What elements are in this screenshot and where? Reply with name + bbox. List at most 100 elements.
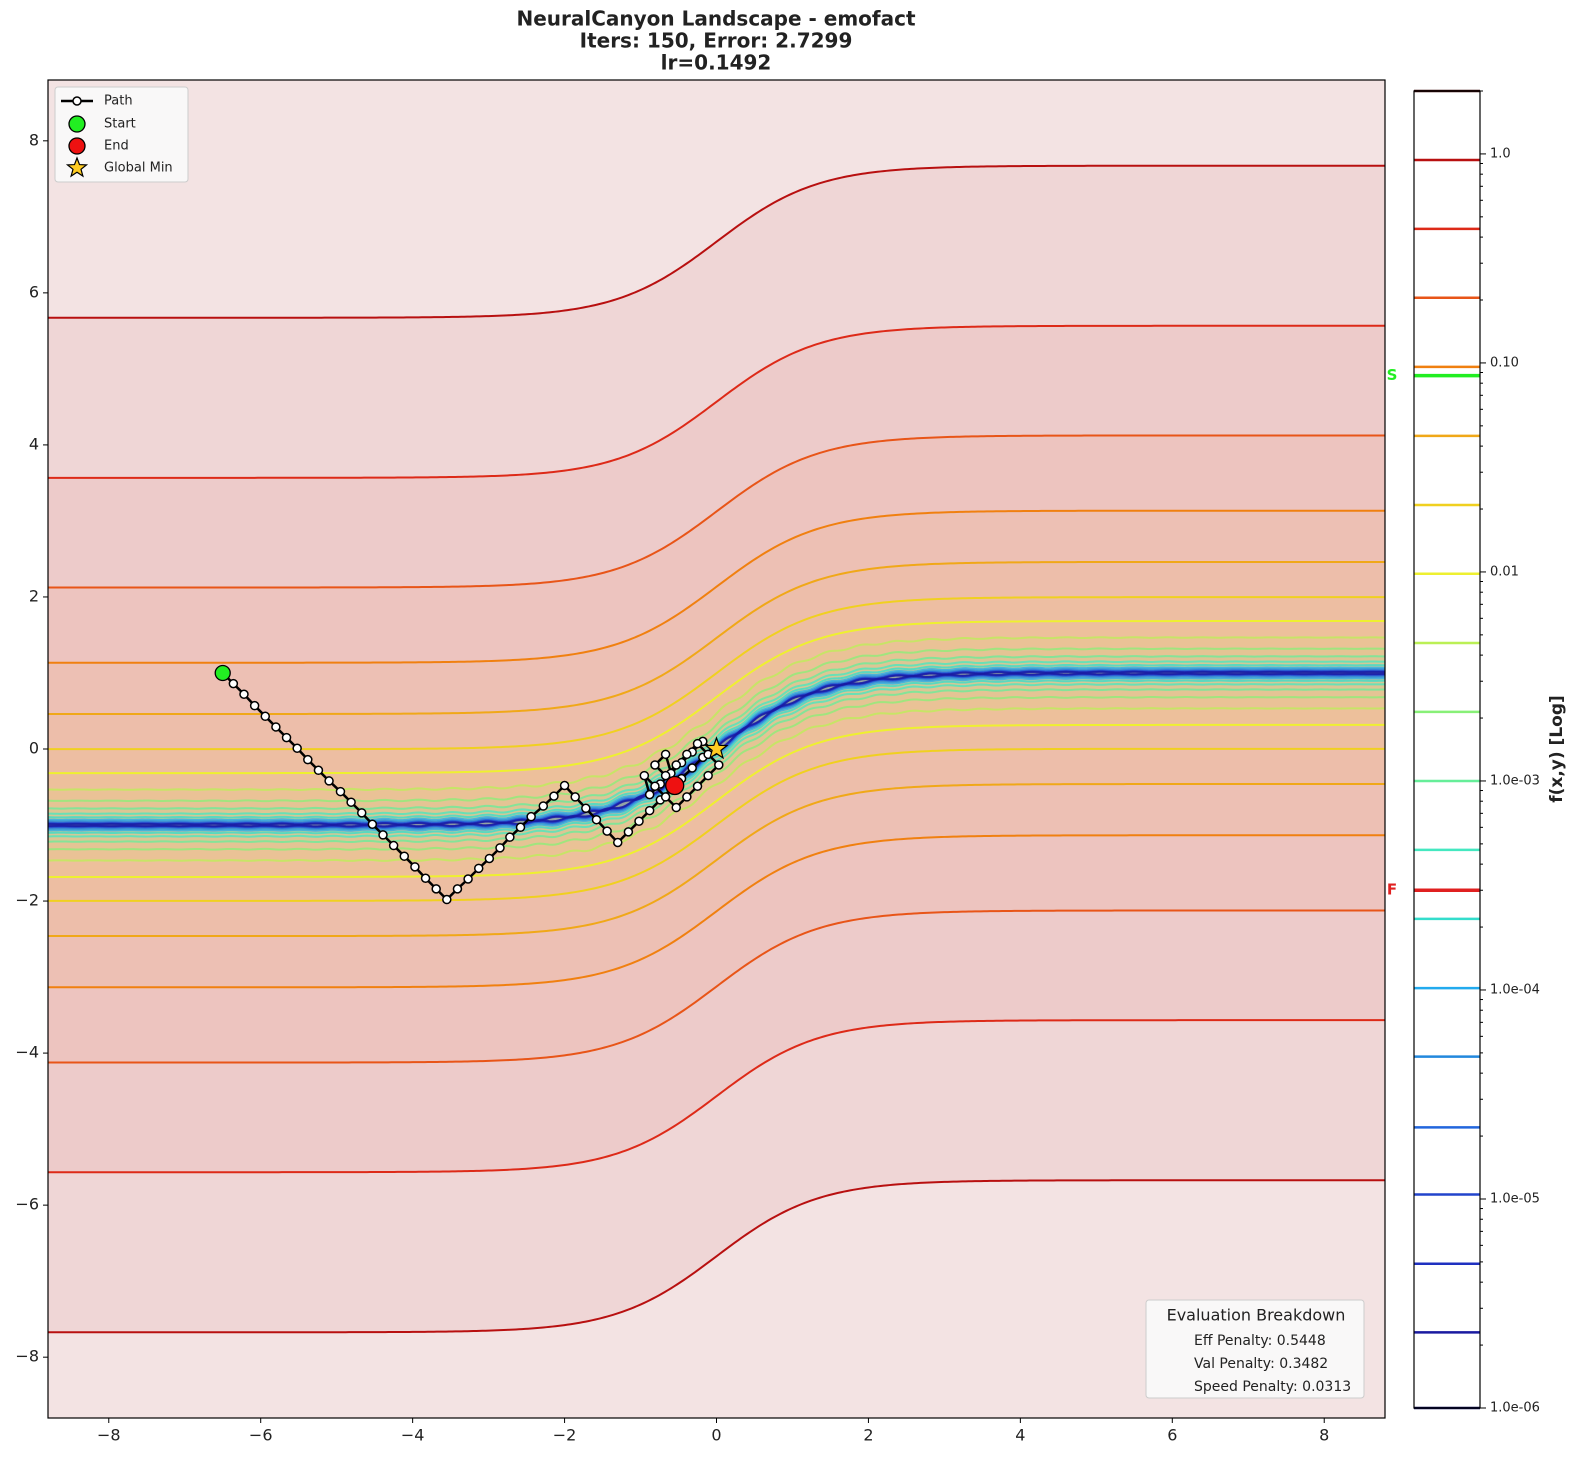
legend-label: End: [104, 139, 129, 154]
path-point: [602, 826, 612, 836]
contour-line: [48, 1019, 1385, 1174]
path-point: [515, 822, 526, 833]
legend-box: [54, 86, 189, 183]
colorbar-label: f(x,y) [Log]: [1547, 695, 1567, 803]
path-point: [292, 743, 302, 753]
start-point: [214, 664, 231, 682]
path-point: [313, 765, 324, 776]
contour-line: [48, 834, 1385, 989]
colorbar-marker-label: F: [1387, 881, 1397, 899]
path-point: [682, 792, 692, 802]
path-point: [660, 770, 671, 781]
path-group: [214, 664, 729, 905]
path-point: [228, 678, 239, 689]
breakdown-item: Val Penalty: 0.3482: [1194, 1356, 1328, 1372]
contour-line: [48, 560, 1385, 715]
x-tick-label: 6: [1167, 1426, 1177, 1445]
contour-line: [48, 647, 1385, 803]
breakdown-item: Eff Penalty: 0.5448: [1194, 1333, 1326, 1349]
path-point: [420, 873, 431, 883]
path-point: [687, 763, 697, 773]
contour-line: [48, 679, 1385, 835]
colorbar-frame: [1413, 90, 1481, 1409]
y-tick-label: 8: [29, 130, 39, 149]
legend-label: Start: [104, 117, 136, 132]
contour-line: [48, 909, 1385, 1064]
x-tick-label: −8: [97, 1426, 121, 1445]
contour-line: [48, 747, 1385, 902]
x-tick-label: 8: [1319, 1426, 1329, 1445]
contour-line: [48, 1179, 1385, 1334]
path-point: [505, 832, 515, 842]
legend: Path Start End Global Min: [54, 86, 189, 183]
path-point: [650, 781, 660, 792]
x-tick-label: 0: [711, 1426, 721, 1445]
breakdown-item: Speed Penalty: 0.0313: [1194, 1379, 1351, 1395]
path-point: [260, 711, 271, 722]
legend-start-marker: [68, 115, 86, 133]
x-tick-label: 2: [863, 1426, 873, 1445]
path-point: [388, 840, 399, 851]
path-point: [660, 749, 671, 760]
path-point: [682, 749, 692, 760]
y-tick-label: −4: [15, 1043, 39, 1062]
path-point: [473, 863, 484, 874]
path-point: [367, 819, 378, 830]
colorbar-tick-label: 1.0e-05: [1490, 1191, 1540, 1206]
path-point: [271, 722, 281, 732]
path-point: [378, 830, 388, 840]
path-point: [671, 760, 681, 770]
contour-line: [48, 783, 1385, 938]
y-tick-label: −6: [15, 1195, 39, 1214]
path-point: [281, 732, 292, 743]
contour-line: [48, 695, 1385, 851]
colorbar: S F 1.0 0.10 0.01 1.0e-03 1.0e-04 1.0e-05 1.0e-0…: [1387, 89, 1540, 1416]
path-point: [692, 781, 703, 792]
path-point: [671, 802, 681, 813]
path-point: [559, 780, 570, 791]
path-point: [660, 792, 671, 802]
path-point: [452, 884, 463, 894]
path-point: [623, 827, 634, 837]
path-point: [303, 754, 313, 765]
path-point: [335, 786, 346, 797]
path-point: [549, 791, 559, 801]
path-point: [650, 760, 660, 770]
y-tick-label: 6: [29, 282, 39, 301]
y-tick-label: −2: [15, 891, 39, 910]
colorbar-tick-label: 0.01: [1490, 564, 1519, 579]
legend-label: Global Min: [104, 161, 173, 176]
contour-line: [48, 596, 1385, 751]
contour-line: [48, 655, 1385, 810]
path-point: [581, 803, 591, 814]
path-point: [703, 770, 713, 781]
path-point: [538, 801, 549, 811]
colorbar-marker-label: S: [1387, 366, 1398, 384]
contour-line: [48, 164, 1385, 319]
breakdown: Evaluation Breakdown Eff Penalty: 0.5448…: [1145, 1299, 1365, 1399]
contour-line: [48, 434, 1385, 589]
breakdown-title: Evaluation Breakdown: [1167, 1306, 1346, 1325]
y-tick-label: 2: [29, 586, 39, 605]
path-point: [463, 874, 473, 884]
breakdown-box: [1145, 1299, 1365, 1399]
contour-line: [48, 636, 1385, 791]
legend-star-marker: [65, 156, 89, 178]
x-tick-label: 4: [1015, 1426, 1025, 1445]
y-tick-label: −8: [15, 1347, 39, 1366]
colorbar-tick-label: 0.10: [1490, 355, 1519, 370]
colorbar-tick-label: 1.0e-06: [1490, 1401, 1540, 1416]
path-point: [591, 814, 602, 825]
path-point: [639, 770, 650, 781]
path-point: [356, 808, 367, 818]
contour-line: [48, 324, 1385, 479]
path-point: [346, 797, 356, 807]
path-point: [239, 689, 249, 700]
end-point: [665, 775, 685, 796]
contour-line: [48, 620, 1385, 775]
path-point: [634, 816, 644, 826]
legend-end-marker: [68, 137, 86, 155]
path-point: [495, 843, 505, 853]
path-point: [249, 700, 260, 711]
